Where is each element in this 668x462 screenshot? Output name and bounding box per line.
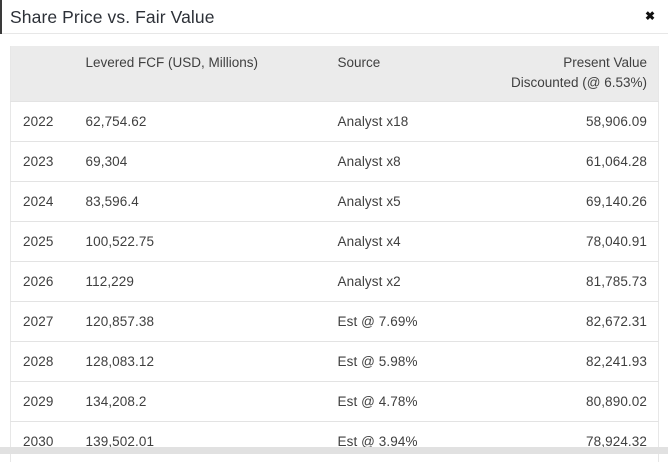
row-source: Est @ 3.94% bbox=[337, 434, 418, 450]
fcf-table: Levered FCF (USD, Millions) Source Prese… bbox=[10, 46, 659, 462]
column-header-source: Source bbox=[337, 46, 509, 102]
table-row: 2024 83,596.4 Analyst x5 69,140.26 bbox=[10, 181, 659, 222]
modal-header: Share Price vs. Fair Value ✖ bbox=[0, 0, 668, 34]
row-year: 2028 bbox=[23, 354, 54, 369]
column-header-present-value: Present Value Discounted (@ 6.53%) bbox=[508, 46, 659, 102]
row-present-value: 81,785.73 bbox=[586, 274, 647, 289]
row-year: 2025 bbox=[23, 234, 54, 249]
table-row: 2029 134,208.2 Est @ 4.78% 80,890.02 bbox=[10, 381, 659, 422]
column-header-levered-fcf: Levered FCF (USD, Millions) bbox=[85, 46, 338, 102]
row-present-value: 61,064.28 bbox=[586, 154, 647, 169]
row-present-value: 78,924.32 bbox=[586, 434, 647, 450]
row-source: Est @ 5.98% bbox=[337, 354, 418, 369]
table-row: 2023 69,304 Analyst x8 61,064.28 bbox=[10, 141, 659, 182]
row-source: Analyst x18 bbox=[337, 114, 409, 129]
row-present-value: 78,040.91 bbox=[586, 234, 647, 249]
row-levered-fcf: 69,304 bbox=[85, 154, 128, 169]
row-source: Est @ 4.78% bbox=[337, 394, 418, 409]
column-header-year bbox=[10, 46, 86, 102]
row-levered-fcf: 100,522.75 bbox=[85, 234, 155, 249]
row-source: Analyst x2 bbox=[337, 274, 401, 289]
row-present-value: 82,241.93 bbox=[586, 354, 647, 369]
table-row: 2028 128,083.12 Est @ 5.98% 82,241.93 bbox=[10, 341, 659, 382]
close-icon[interactable]: ✖ bbox=[644, 9, 655, 23]
row-levered-fcf: 62,754.62 bbox=[85, 114, 147, 129]
table-row: 2026 112,229 Analyst x2 81,785.73 bbox=[10, 261, 659, 302]
left-edge-line bbox=[0, 0, 2, 34]
modal-title: Share Price vs. Fair Value bbox=[10, 7, 215, 27]
row-levered-fcf: 120,857.38 bbox=[85, 314, 155, 329]
row-source: Analyst x4 bbox=[337, 234, 401, 249]
row-present-value: 80,890.02 bbox=[586, 394, 647, 409]
table-row: 2022 62,754.62 Analyst x18 58,906.09 bbox=[10, 101, 659, 142]
row-present-value: 58,906.09 bbox=[586, 114, 647, 129]
row-year: 2024 bbox=[23, 194, 54, 209]
row-year: 2029 bbox=[23, 394, 54, 409]
row-present-value: 69,140.26 bbox=[586, 194, 647, 209]
bottom-strip bbox=[0, 447, 668, 454]
row-levered-fcf: 112,229 bbox=[85, 274, 134, 289]
table-row: 2030 139,502.01 Est @ 3.94% 78,924.32 bbox=[10, 421, 659, 462]
row-year: 2023 bbox=[23, 154, 54, 169]
row-year: 2027 bbox=[23, 314, 54, 329]
table-body: 2022 62,754.62 Analyst x18 58,906.09 2023 69,… bbox=[10, 101, 659, 462]
row-year: 2030 bbox=[23, 434, 54, 450]
row-levered-fcf: 134,208.2 bbox=[85, 394, 147, 409]
table-row: 2027 120,857.38 Est @ 7.69% 82,672.31 bbox=[10, 301, 659, 342]
row-source: Est @ 7.69% bbox=[337, 314, 418, 329]
row-year: 2026 bbox=[23, 274, 54, 289]
row-levered-fcf: 83,596.4 bbox=[85, 194, 139, 209]
table-row: 2025 100,522.75 Analyst x4 78,040.91 bbox=[10, 221, 659, 262]
row-year: 2022 bbox=[23, 114, 54, 129]
row-levered-fcf: 139,502.01 bbox=[85, 434, 155, 450]
row-levered-fcf: 128,083.12 bbox=[85, 354, 155, 369]
row-source: Analyst x8 bbox=[337, 154, 401, 169]
dcf-table-container: Levered FCF (USD, Millions) Source Prese… bbox=[10, 46, 659, 462]
row-source: Analyst x5 bbox=[337, 194, 401, 209]
table-header-row: Levered FCF (USD, Millions) Source Prese… bbox=[10, 46, 659, 102]
row-present-value: 82,672.31 bbox=[586, 314, 647, 329]
